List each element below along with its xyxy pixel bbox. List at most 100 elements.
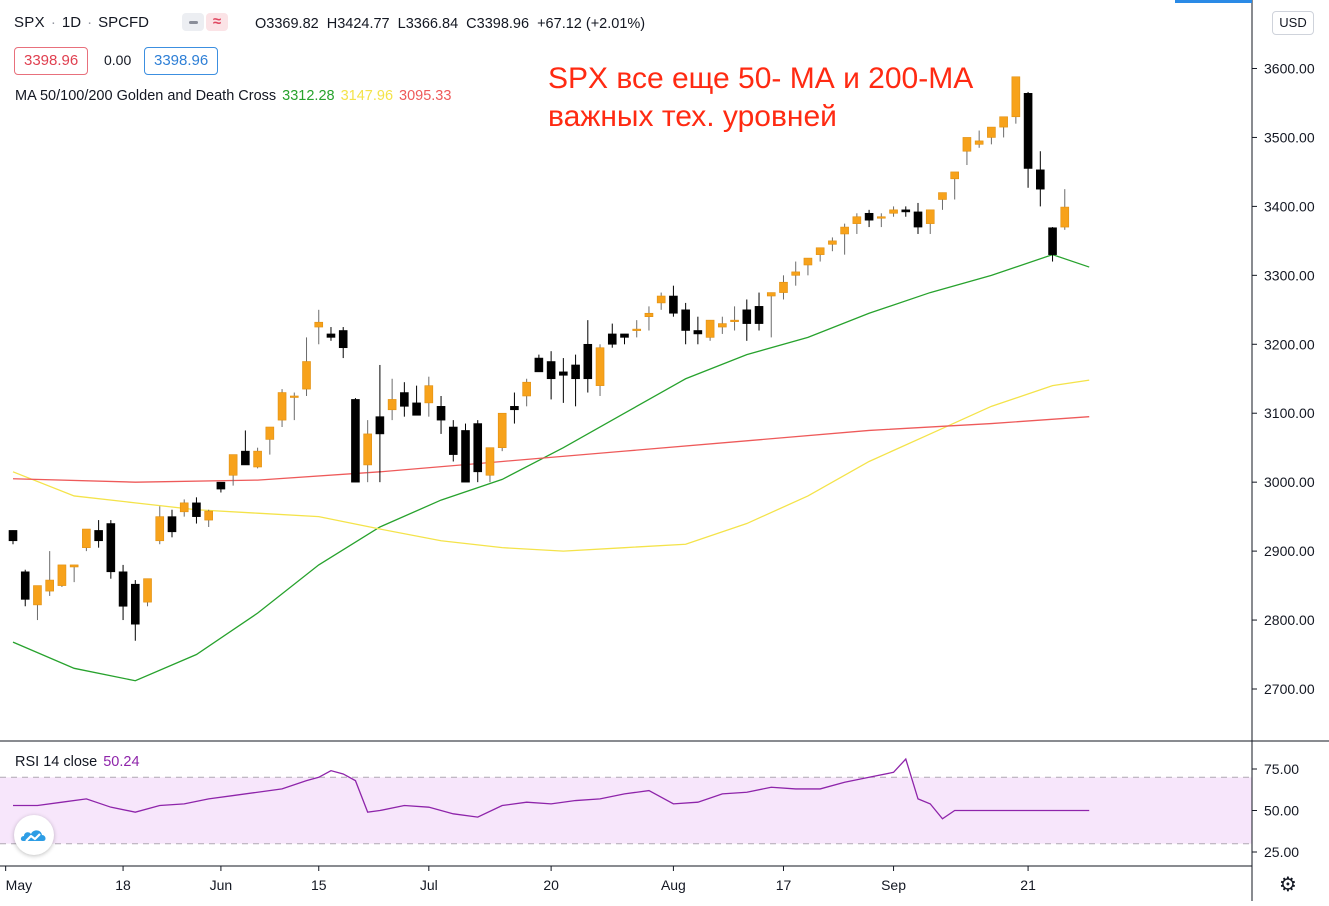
candle <box>412 385 421 416</box>
candle <box>82 528 91 552</box>
time-tick-label: Jul <box>420 877 438 893</box>
rsi-pane <box>0 757 1252 845</box>
candle <box>559 358 568 403</box>
candle <box>45 551 54 596</box>
candle-body <box>130 583 140 625</box>
candle-body <box>302 361 311 390</box>
candle-body <box>987 126 996 138</box>
price-tick-label: 3400.00 <box>1264 198 1315 214</box>
candle <box>595 344 605 396</box>
time-tick-label: Aug <box>661 877 686 893</box>
candle <box>375 364 385 483</box>
price-tick-label: 3600.00 <box>1264 61 1315 77</box>
chart-annotation[interactable]: SPX все еще 50- МА и 200-МА важных тех. … <box>548 60 973 136</box>
candle <box>718 316 727 334</box>
candle-body <box>436 406 446 421</box>
hide-icon[interactable] <box>182 13 204 31</box>
candle <box>228 454 238 486</box>
candle <box>1023 91 1033 188</box>
buy-price-box[interactable]: 3398.96 <box>144 47 219 75</box>
candle-body <box>375 416 385 435</box>
candle-body <box>864 212 874 221</box>
candle <box>815 247 825 262</box>
candle <box>901 206 911 217</box>
candle-body <box>412 402 421 416</box>
rsi-tick-label: 50.00 <box>1264 803 1299 819</box>
candle-body <box>45 579 54 592</box>
candle <box>1048 227 1057 262</box>
candle-body <box>1036 169 1045 190</box>
candle-body <box>889 209 898 214</box>
candle-body <box>314 321 324 328</box>
rsi-value: 50.24 <box>103 754 140 770</box>
candle <box>461 423 470 483</box>
candle-body <box>228 454 238 476</box>
spread-value: 0.00 <box>104 52 132 68</box>
candle <box>289 392 299 421</box>
candle <box>925 209 935 234</box>
separator-dot: · <box>87 14 93 31</box>
candle-body <box>840 226 849 235</box>
sell-price-box[interactable]: 3398.96 <box>14 47 89 75</box>
ma-line-ma200 <box>12 416 1090 483</box>
candle-body <box>852 216 862 224</box>
ma100-value: 3147.96 <box>340 88 394 104</box>
candle-body <box>803 257 813 266</box>
tradingview-logo[interactable] <box>14 815 54 855</box>
candle <box>473 420 483 483</box>
annotation-line-2: важных тех. уровней <box>548 100 837 133</box>
candle <box>448 420 458 462</box>
candle-body <box>620 333 629 338</box>
candle-body <box>877 216 886 219</box>
candle-body <box>167 516 177 533</box>
candle-body <box>754 306 764 324</box>
candle-body <box>693 330 703 335</box>
time-tick-label: 18 <box>115 877 131 893</box>
candle <box>950 171 960 200</box>
settings-gear-icon[interactable]: ⚙ <box>1279 874 1297 896</box>
candle-body <box>950 171 960 180</box>
ma-legend[interactable]: MA 50/100/200 Golden and Death Cross 3312… <box>15 88 451 104</box>
candle <box>314 309 324 345</box>
currency-button[interactable]: USD <box>1272 11 1314 35</box>
rsi-legend[interactable]: RSI 14 close 50.24 <box>15 754 140 770</box>
compare-icon[interactable]: ≈ <box>206 13 228 31</box>
candle-body <box>730 319 739 322</box>
candle <box>497 412 507 452</box>
candle-body <box>607 333 617 345</box>
interval-label[interactable]: 1D <box>61 14 82 31</box>
candle-body <box>1011 76 1021 118</box>
candle-body <box>938 192 947 200</box>
candle <box>436 395 446 434</box>
candle <box>167 509 177 538</box>
candle <box>20 569 30 607</box>
candle-body <box>510 406 519 411</box>
candle-body <box>595 347 605 386</box>
symbol-header[interactable]: SPX · 1D · SPCFD <box>14 14 149 31</box>
candle <box>265 426 275 455</box>
candle-body <box>705 319 715 338</box>
candle <box>877 213 886 228</box>
candle <box>510 392 519 424</box>
candle-body <box>400 392 409 407</box>
symbol-name[interactable]: SPX <box>14 14 45 31</box>
candle <box>607 323 617 348</box>
candle-body <box>338 330 348 349</box>
candle <box>620 333 629 345</box>
candle <box>669 285 678 317</box>
candle-body <box>901 209 911 213</box>
candle-body <box>216 481 226 490</box>
top-accent-bar <box>1175 0 1252 3</box>
candle <box>241 430 250 466</box>
candle-body <box>241 450 250 466</box>
rsi-tick-label: 75.00 <box>1264 761 1299 777</box>
candle <box>1011 76 1021 124</box>
candle-body <box>448 426 458 455</box>
candle <box>913 202 923 234</box>
candle-body <box>974 140 984 145</box>
ma200-value: 3095.33 <box>399 88 452 104</box>
low-value: L3366.84 <box>397 16 459 32</box>
candle-body <box>1048 227 1057 255</box>
